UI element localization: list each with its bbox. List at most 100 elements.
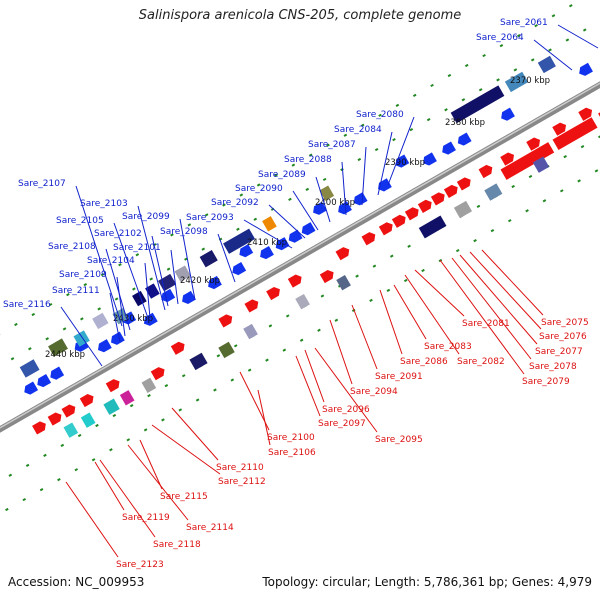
tick-mark	[490, 229, 495, 233]
reverse-gene	[378, 222, 393, 236]
tick-mark	[412, 93, 417, 98]
reverse-gene-label: Sare_2079	[522, 377, 570, 387]
forward-gene-label: Sare_2109	[59, 270, 107, 280]
feature-box	[484, 183, 503, 201]
tick-mark	[308, 153, 313, 157]
tick-mark	[421, 268, 425, 273]
forward-gene	[182, 290, 196, 305]
reverse-gene-label: Sare_2095	[375, 435, 423, 445]
tick-mark	[164, 384, 169, 388]
tick-mark	[201, 247, 206, 251]
tick-mark	[222, 203, 226, 207]
reverse-gene-label: Sare_2118	[153, 540, 201, 550]
reverse-gene	[500, 152, 515, 166]
forward-gene	[232, 261, 247, 276]
feature-box	[199, 250, 218, 268]
feature-box	[119, 390, 135, 406]
tick-mark	[265, 358, 269, 362]
tick-mark	[582, 28, 587, 32]
reverse-gene	[287, 274, 302, 288]
forward-gene	[260, 246, 274, 260]
tick-mark	[478, 88, 483, 92]
tick-mark	[374, 147, 379, 152]
scale-label: 2430 kbp	[113, 314, 153, 324]
tick-mark	[143, 428, 148, 432]
tick-mark	[100, 273, 105, 277]
scale-label: 2370 kbp	[510, 76, 550, 86]
forward-label-leader	[109, 292, 121, 343]
tick-mark	[513, 68, 518, 72]
tick-mark	[455, 248, 460, 253]
tick-mark	[563, 154, 567, 159]
tick-mark	[274, 173, 278, 177]
reverse-gene	[404, 207, 419, 221]
reverse-label-leader	[99, 459, 156, 538]
reverse-label-leader	[127, 444, 189, 521]
feature-box	[532, 156, 550, 173]
forward-gene	[208, 275, 222, 290]
tick-mark	[91, 458, 96, 462]
tick-mark	[568, 4, 573, 8]
forward-label-leader	[533, 39, 573, 71]
tick-mark	[482, 53, 486, 58]
reverse-gene-label: Sare_2112	[218, 477, 266, 487]
feature-box	[336, 275, 351, 291]
reverse-gene-label: Sare_2078	[529, 362, 577, 372]
forward-label-leader	[75, 185, 123, 327]
reverse-gene	[79, 394, 94, 408]
reverse-label-leader	[65, 481, 119, 558]
reverse-label-leader	[379, 289, 403, 355]
reverse-gene	[218, 314, 233, 328]
tick-mark	[407, 244, 411, 248]
tick-mark	[256, 183, 261, 187]
reverse-label-leader	[404, 274, 460, 355]
reverse-gene	[170, 341, 185, 355]
tick-mark	[25, 463, 30, 467]
forward-gene-label: Sare_2107	[18, 179, 66, 189]
reverse-gene-label: Sare_2100	[267, 433, 315, 443]
tick-mark	[10, 357, 15, 361]
tick-mark	[594, 169, 599, 173]
forward-gene	[37, 374, 52, 388]
tick-mark	[291, 163, 296, 167]
reverse-label-leader	[94, 461, 125, 511]
reverse-gene-long	[552, 117, 598, 151]
reverse-label-leader	[351, 304, 378, 370]
forward-gene	[111, 331, 125, 345]
tick-mark	[74, 468, 79, 472]
scale-label: 2410 kbp	[247, 238, 287, 248]
reverse-gene-label: Sare_2075	[541, 318, 589, 328]
forward-gene-label: Sare_2116	[3, 300, 51, 310]
forward-gene-label: Sare_2064	[476, 33, 524, 43]
reverse-gene	[430, 192, 445, 206]
reverse-label-leader	[295, 355, 321, 417]
reverse-label-leader	[329, 319, 353, 385]
tick-mark	[45, 337, 49, 341]
forward-label-leader	[113, 222, 149, 319]
tick-mark	[170, 233, 174, 237]
tick-mark	[389, 254, 394, 258]
reverse-gene-label: Sare_2119	[122, 513, 170, 523]
feature-box	[145, 283, 160, 299]
tick-mark	[80, 317, 84, 321]
tick-mark	[461, 98, 466, 102]
tick-mark	[326, 143, 330, 147]
forward-gene	[24, 381, 39, 395]
tick-mark	[392, 137, 396, 142]
tick-mark	[66, 292, 70, 297]
forward-gene	[457, 132, 472, 146]
forward-gene-label: Sare_2103	[80, 199, 128, 209]
tick-mark	[580, 145, 585, 149]
reverse-label-leader	[257, 389, 271, 446]
accession-label: Accession: NC_009953	[8, 575, 145, 589]
map-title: Salinispora arenicola CNS-205, complete …	[138, 8, 462, 23]
forward-gene	[423, 152, 437, 166]
reverse-gene-long	[500, 142, 555, 180]
tick-mark	[360, 123, 365, 127]
forward-gene-label: Sare_2104	[87, 256, 135, 266]
tick-mark	[126, 438, 131, 442]
reverse-label-leader	[439, 259, 525, 375]
tick-mark	[129, 403, 134, 408]
tick-mark	[548, 48, 552, 52]
tick-mark	[476, 204, 481, 208]
